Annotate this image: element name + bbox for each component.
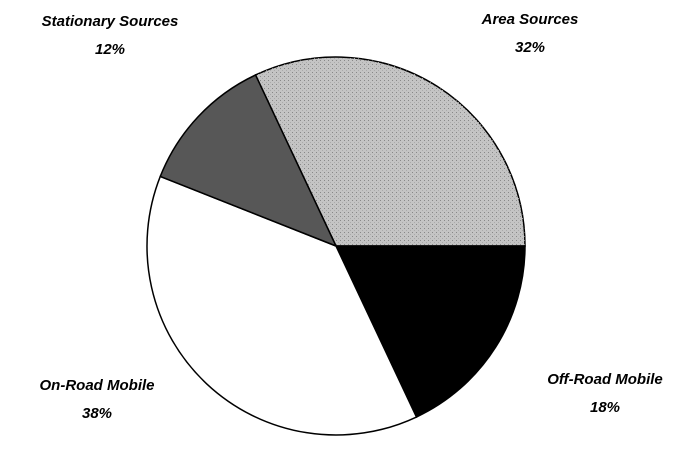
slice-label: Area Sources — [481, 11, 579, 28]
pie-slice — [159, 73, 338, 248]
pie-slice — [146, 175, 418, 436]
slice-label: Stationary Sources — [42, 13, 179, 30]
slice-texture — [255, 57, 525, 247]
slice-value-label: 38% — [82, 405, 112, 422]
slice-label: On-Road Mobile — [40, 377, 155, 394]
pie-slice — [334, 245, 526, 419]
slice-value-label: 12% — [95, 41, 125, 58]
slice-label: Off-Road Mobile — [547, 371, 663, 388]
slice-value-label: 18% — [590, 399, 620, 416]
slice-value-label: 32% — [515, 39, 545, 56]
